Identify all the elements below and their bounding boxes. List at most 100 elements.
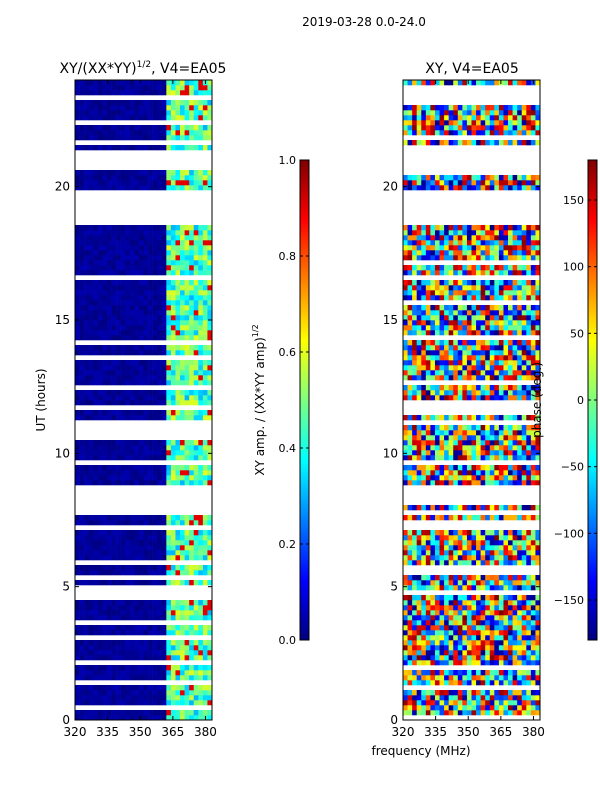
heatmap-cell: [494, 480, 500, 486]
heatmap-cell: [485, 635, 491, 641]
heatmap-cell: [471, 545, 477, 551]
heatmap-cell: [184, 600, 190, 606]
heatmap-cell: [198, 230, 204, 236]
heatmap-cell: [134, 315, 140, 321]
heatmap-cell: [97, 370, 103, 376]
heatmap-cell: [453, 415, 459, 421]
heatmap-cell: [416, 225, 422, 231]
heatmap-cell: [134, 570, 140, 576]
heatmap-cell: [75, 540, 80, 546]
heatmap-cell: [148, 580, 153, 586]
heatmap-cell: [166, 640, 172, 646]
heatmap-cell: [170, 545, 176, 551]
heatmap-cell: [148, 610, 153, 616]
heatmap-cell: [412, 295, 417, 301]
heatmap-cell: [116, 315, 121, 321]
heatmap-cell: [476, 615, 481, 621]
heatmap-cell: [138, 175, 144, 181]
heatmap-cell: [125, 245, 131, 251]
heatmap-cell: [498, 680, 504, 686]
heatmap-cell: [88, 630, 94, 636]
heatmap-cell: [157, 690, 163, 696]
heatmap-cell: [180, 625, 185, 631]
heatmap-cell: [184, 85, 190, 91]
heatmap-cell: [111, 175, 117, 181]
heatmap-cell: [93, 305, 99, 311]
heatmap-cell: [207, 185, 213, 191]
heatmap-cell: [466, 225, 472, 231]
heatmap-cell: [439, 695, 445, 701]
heatmap-cell: [439, 245, 445, 251]
heatmap-cell: [480, 600, 486, 606]
heatmap-cell: [444, 375, 449, 381]
heatmap-cell: [152, 360, 158, 366]
heatmap-cell: [453, 345, 459, 351]
heatmap-cell: [521, 325, 527, 331]
heatmap-cell: [448, 425, 454, 431]
heatmap-cell: [152, 305, 158, 311]
heatmap-cell: [498, 515, 504, 521]
heatmap-cell: [157, 450, 163, 456]
heatmap-cell: [508, 415, 513, 421]
heatmap-cell: [508, 695, 513, 701]
heatmap-cell: [453, 600, 459, 606]
heatmap-cell: [125, 265, 131, 271]
heatmap-cell: [421, 670, 427, 676]
heatmap-cell: [471, 180, 477, 186]
heatmap-cell: [111, 305, 117, 311]
heatmap-cell: [138, 110, 144, 116]
heatmap-cell: [193, 185, 199, 191]
heatmap-cell: [421, 230, 427, 236]
heatmap-cell: [88, 715, 94, 721]
heatmap-cell: [138, 540, 144, 546]
heatmap-cell: [403, 310, 408, 316]
heatmap-cell: [102, 225, 108, 231]
heatmap-cell: [129, 290, 135, 296]
heatmap-cell: [416, 560, 422, 566]
heatmap-cell: [157, 550, 163, 556]
heatmap-cell: [430, 180, 436, 186]
heatmap-cell: [453, 635, 459, 641]
heatmap-cell: [75, 310, 80, 316]
heatmap-cell: [93, 245, 99, 251]
heatmap-cell: [152, 530, 158, 536]
heatmap-cell: [166, 475, 172, 481]
heatmap-cell: [503, 635, 509, 641]
heatmap-cell: [198, 690, 204, 696]
heatmap-cell: [198, 175, 204, 181]
heatmap-cell: [530, 470, 536, 476]
heatmap-cell: [407, 395, 413, 401]
heatmap-cell: [434, 360, 440, 366]
heatmap-cell: [79, 605, 85, 611]
heatmap-cell: [79, 100, 85, 106]
heatmap-cell: [480, 250, 486, 256]
heatmap-cell: [157, 545, 163, 551]
heatmap-cell: [489, 235, 495, 241]
heatmap-cell: [453, 530, 459, 536]
heatmap-cell: [430, 675, 436, 681]
heatmap-cell: [106, 295, 112, 301]
heatmap-cell: [430, 310, 436, 316]
heatmap-cell: [412, 345, 417, 351]
heatmap-cell: [494, 560, 500, 566]
heatmap-cell: [134, 295, 140, 301]
heatmap-cell: [425, 470, 431, 476]
heatmap-cell: [193, 615, 199, 621]
heatmap-cell: [184, 685, 190, 691]
heatmap-cell: [462, 140, 468, 146]
heatmap-cell: [143, 365, 149, 371]
heatmap-cell: [498, 530, 504, 536]
heatmap-cell: [166, 390, 172, 396]
heatmap-cell: [430, 245, 436, 251]
heatmap-cell: [434, 365, 440, 371]
heatmap-cell: [97, 170, 103, 176]
heatmap-cell: [175, 85, 181, 91]
heatmap-cell: [453, 545, 459, 551]
heatmap-cell: [143, 445, 149, 451]
heatmap-cell: [512, 175, 518, 181]
heatmap-cell: [189, 470, 195, 476]
heatmap-cell: [189, 650, 195, 656]
heatmap-cell: [471, 620, 477, 626]
heatmap-cell: [457, 560, 463, 566]
heatmap-cell: [494, 705, 500, 711]
